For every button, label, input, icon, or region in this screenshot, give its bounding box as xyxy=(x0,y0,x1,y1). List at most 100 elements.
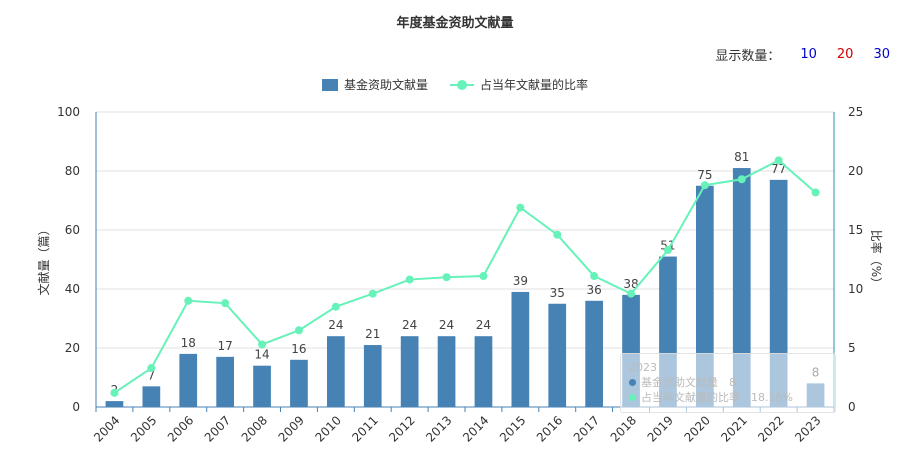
bar xyxy=(548,303,567,407)
y-tick-label: 40 xyxy=(65,282,80,296)
display-count-option-20[interactable]: 20 xyxy=(836,47,854,62)
tooltip-bar-value: 8 xyxy=(729,376,736,389)
ratio-point xyxy=(221,299,230,308)
legend-bar-label: 基金资助文献量 xyxy=(343,78,428,92)
x-tick-label: 2004 xyxy=(91,413,122,444)
bar-data-label: 7 xyxy=(148,368,156,382)
x-tick-label: 2012 xyxy=(386,413,417,444)
ratio-point xyxy=(516,203,525,212)
bar-data-label: 14 xyxy=(254,348,269,362)
display-count-option-10[interactable]: 10 xyxy=(800,47,817,62)
ratio-point xyxy=(405,275,414,284)
bar xyxy=(253,365,271,407)
y-tick-label: 80 xyxy=(65,164,80,178)
tooltip-bar-label: 基金资助文献量 xyxy=(641,376,718,389)
bar xyxy=(105,401,124,407)
bar-data-label: 35 xyxy=(550,286,565,300)
x-tick-label: 2015 xyxy=(497,413,528,444)
x-tick-label: 2016 xyxy=(534,413,565,444)
bar-data-label: 24 xyxy=(328,318,343,332)
x-tick-label: 2008 xyxy=(239,413,270,444)
bar-data-label: 39 xyxy=(513,274,528,288)
ratio-point xyxy=(700,181,709,190)
bar xyxy=(769,179,788,407)
ratio-point xyxy=(774,156,783,165)
tooltip-row-line: 占当年文献量的比率 18.18% xyxy=(629,390,827,405)
ratio-point xyxy=(442,273,451,282)
chart-title: 年度基金资助文献量 xyxy=(396,16,514,31)
tooltip-line-label: 占当年文献量的比率 xyxy=(641,391,740,404)
bar xyxy=(585,300,604,407)
y-axis-title: 文献量（篇） xyxy=(36,223,51,295)
legend-item-bar-series[interactable]: 基金资助文献量 xyxy=(321,76,428,93)
ratio-point xyxy=(147,364,156,373)
bar xyxy=(290,359,308,407)
bar-data-label: 24 xyxy=(402,318,417,332)
x-tick-label: 2006 xyxy=(165,413,196,444)
bar-data-label: 24 xyxy=(476,318,491,332)
tooltip-year: 2023 xyxy=(629,361,657,374)
tooltip-bar-dot xyxy=(629,379,636,386)
bar-data-label: 21 xyxy=(365,327,380,341)
y-tick-label: 0 xyxy=(72,400,80,414)
y2-tick-label: 10 xyxy=(848,282,863,296)
bar xyxy=(695,185,714,407)
ratio-point xyxy=(811,188,820,197)
y-tick-label: 100 xyxy=(57,105,80,119)
x-tick-label: 2014 xyxy=(460,413,491,444)
x-tick-label: 2007 xyxy=(202,413,233,444)
bar-data-label: 77 xyxy=(771,162,786,176)
x-tick-label: 2009 xyxy=(276,413,307,444)
ratio-point xyxy=(258,340,267,349)
bar-data-label: 16 xyxy=(291,342,306,356)
ratio-point xyxy=(368,289,377,298)
x-tick-label: 2010 xyxy=(312,413,343,444)
y2-axis-title: 比率（%） xyxy=(869,230,884,289)
x-tick-label: 2021 xyxy=(718,413,749,444)
x-tick-label: 2011 xyxy=(349,413,380,444)
ratio-point xyxy=(553,230,562,239)
y-tick-label: 60 xyxy=(65,223,80,237)
ratio-line xyxy=(113,159,817,394)
bar-data-label: 75 xyxy=(697,168,712,182)
chart-tooltip: 2023 基金资助文献量 8 占当年文献量的比率 18.18% xyxy=(620,353,836,413)
x-tick-label: 2022 xyxy=(755,413,786,444)
bar xyxy=(216,356,235,407)
y2-tick-label: 25 xyxy=(848,105,863,119)
bar xyxy=(179,353,198,407)
legend-line-swatch xyxy=(450,79,474,91)
display-count-label: 显示数量： xyxy=(715,49,781,64)
x-tick-label: 2020 xyxy=(681,413,712,444)
ratio-point xyxy=(479,272,488,281)
y2-tick-label: 15 xyxy=(848,223,863,237)
bar xyxy=(400,336,419,407)
bar xyxy=(363,345,382,407)
ratio-point xyxy=(663,246,672,255)
ratio-point xyxy=(627,289,636,298)
tooltip-line-value: 18.18% xyxy=(751,391,793,404)
bar-data-label: 18 xyxy=(181,336,196,350)
ratio-point xyxy=(294,326,303,335)
bar xyxy=(732,168,751,407)
bar xyxy=(142,386,161,407)
x-tick-label: 2013 xyxy=(423,413,454,444)
legend-bar-swatch xyxy=(321,78,338,91)
legend-item-line-series[interactable]: 占当年文献量的比率 xyxy=(450,76,588,93)
x-tick-label: 2019 xyxy=(645,413,676,444)
x-tick-label: 2005 xyxy=(128,413,159,444)
display-count-option-30[interactable]: 30 xyxy=(873,47,890,62)
bar xyxy=(474,336,493,407)
tooltip-line-dot xyxy=(629,394,636,401)
y2-tick-label: 5 xyxy=(848,341,856,355)
y-tick-label: 20 xyxy=(65,341,80,355)
x-tick-label: 2023 xyxy=(792,413,823,444)
chart-legend: 基金资助文献量 占当年文献量的比率 xyxy=(0,76,910,93)
bar-data-label: 36 xyxy=(587,283,602,297)
bar xyxy=(511,291,530,407)
bar xyxy=(437,336,456,407)
x-tick-label: 2018 xyxy=(608,413,639,444)
bar-data-label: 24 xyxy=(439,318,454,332)
y2-tick-label: 20 xyxy=(848,164,863,178)
bar-data-label: 81 xyxy=(734,150,749,164)
